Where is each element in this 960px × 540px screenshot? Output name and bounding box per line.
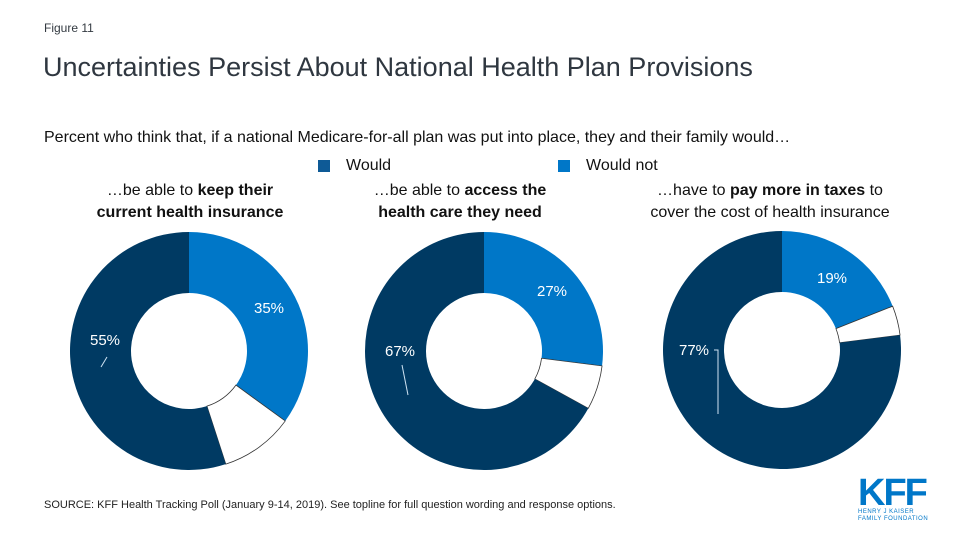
legend-item-would: Would <box>318 157 391 175</box>
caption-bold: pay more in taxes <box>729 182 866 199</box>
data-label-would: 67% <box>385 343 415 360</box>
logo-subtitle: HENRY J KAISER FAMILY FOUNDATION <box>858 509 928 523</box>
caption-keep-insurance: …be able to keep their current health in… <box>60 180 320 224</box>
caption-pay-taxes: …have to pay more in taxes to cover the … <box>620 180 920 224</box>
slice-remainder <box>206 384 286 465</box>
slice-would <box>663 231 901 469</box>
logo-wordmark: KFF <box>858 472 928 514</box>
slice-would-not <box>189 232 309 421</box>
data-label-would: 77% <box>679 342 709 359</box>
caption-bold: keep their <box>197 182 274 199</box>
data-label-would-not: 19% <box>817 270 847 287</box>
legend-swatch-would-not <box>558 160 570 172</box>
slice-would <box>69 232 226 471</box>
leader-line <box>401 364 409 396</box>
legend-item-would-not: Would not <box>558 157 658 175</box>
caption-text: …be able to <box>373 182 465 199</box>
caption-bold: health care they need <box>378 204 542 221</box>
legend-label-would-not: Would not <box>586 157 658 174</box>
data-label-would-not: 27% <box>537 283 567 300</box>
chart-subtitle: Percent who think that, if a national Me… <box>44 129 791 146</box>
logo-line1: HENRY J KAISER <box>858 509 915 515</box>
data-label-would: 55% <box>90 332 120 349</box>
data-label-would-not: 35% <box>254 300 284 317</box>
leader-line <box>714 349 719 414</box>
logo-line2: FAMILY FOUNDATION <box>858 516 929 522</box>
legend-label-would: Would <box>346 157 392 174</box>
slice-would-not <box>484 232 603 366</box>
caption-text: to <box>865 182 883 199</box>
legend-swatch-would <box>318 160 330 172</box>
caption-bold: access the <box>464 182 547 199</box>
caption-text: …have to <box>657 182 730 199</box>
source-note: SOURCE: KFF Health Tracking Poll (Januar… <box>44 499 616 511</box>
figure-label: Figure 11 <box>44 21 94 35</box>
slice-would <box>365 232 589 470</box>
leader-line <box>100 356 108 368</box>
caption-bold: current health insurance <box>96 204 284 221</box>
caption-text: …be able to <box>106 182 198 199</box>
chart-title: Uncertainties Persist About National Hea… <box>43 52 753 82</box>
slice-would-not <box>782 231 893 329</box>
kff-logo: KFF HENRY J KAISER FAMILY FOUNDATION <box>858 472 928 523</box>
caption-text: cover the cost of health insurance <box>650 204 890 221</box>
caption-access-care: …be able to access the health care they … <box>330 180 590 224</box>
